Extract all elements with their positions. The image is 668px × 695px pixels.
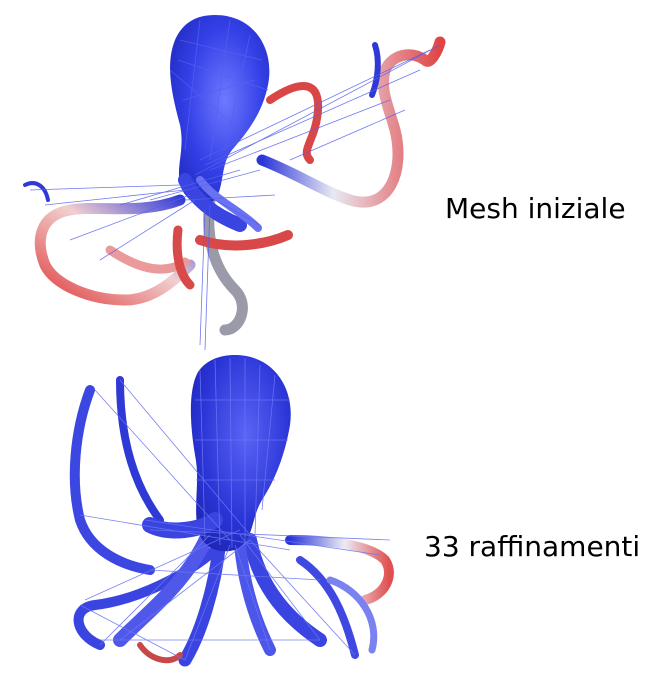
initial-mesh-render	[23, 15, 446, 350]
mesh-wireframe-dense	[79, 357, 391, 661]
initial-mesh-caption: Mesh iniziale	[445, 192, 626, 225]
tentacle-right-upper	[256, 36, 446, 208]
refined-mesh-panel: 33 raffinamenti	[0, 350, 668, 695]
initial-mesh-panel: Mesh iniziale	[23, 15, 626, 350]
refined-mesh-caption: 33 raffinamenti	[424, 530, 641, 563]
refined-mesh-render	[69, 355, 394, 667]
octopus-body	[142, 355, 291, 552]
tentacle-inner	[113, 523, 327, 667]
tentacle-left	[23, 181, 196, 306]
mesh-wireframe	[29, 19, 441, 350]
